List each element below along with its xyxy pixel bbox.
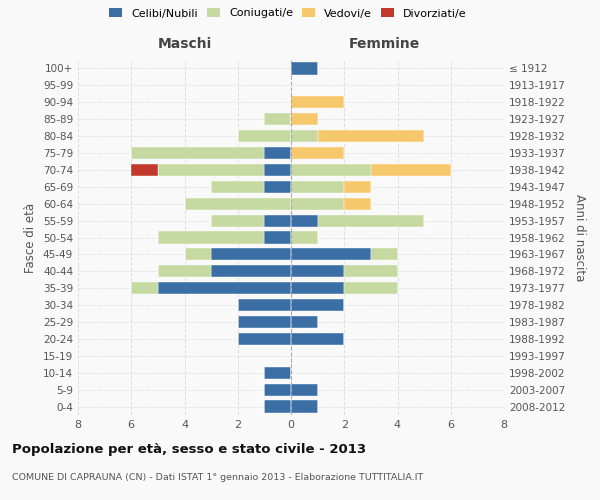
Bar <box>291 384 317 396</box>
Bar <box>238 316 291 328</box>
Bar <box>131 164 158 176</box>
Bar <box>317 214 424 226</box>
Bar <box>291 180 344 193</box>
Bar <box>211 248 291 260</box>
Bar <box>344 265 398 278</box>
Bar <box>344 282 398 294</box>
Bar <box>131 282 158 294</box>
Bar <box>238 299 291 311</box>
Bar <box>291 316 317 328</box>
Bar <box>238 333 291 345</box>
Bar <box>291 198 344 210</box>
Bar <box>158 282 291 294</box>
Bar <box>211 265 291 278</box>
Bar <box>211 214 265 226</box>
Bar <box>265 113 291 126</box>
Text: COMUNE DI CAPRAUNA (CN) - Dati ISTAT 1° gennaio 2013 - Elaborazione TUTTITALIA.I: COMUNE DI CAPRAUNA (CN) - Dati ISTAT 1° … <box>12 472 423 482</box>
Bar <box>371 248 398 260</box>
Bar <box>265 180 291 193</box>
Bar <box>185 198 291 210</box>
Bar <box>371 164 451 176</box>
Bar <box>265 366 291 379</box>
Y-axis label: Fasce di età: Fasce di età <box>25 202 37 272</box>
Bar <box>158 265 211 278</box>
Text: Popolazione per età, sesso e stato civile - 2013: Popolazione per età, sesso e stato civil… <box>12 442 366 456</box>
Bar <box>185 248 211 260</box>
Bar <box>291 113 317 126</box>
Bar <box>291 130 317 142</box>
Bar <box>344 180 371 193</box>
Bar <box>317 130 424 142</box>
Legend: Celibi/Nubili, Coniugati/e, Vedovi/e, Divorziati/e: Celibi/Nubili, Coniugati/e, Vedovi/e, Di… <box>109 8 467 18</box>
Bar <box>291 248 371 260</box>
Bar <box>291 164 371 176</box>
Bar <box>291 147 344 159</box>
Bar <box>291 282 344 294</box>
Bar <box>265 164 291 176</box>
Bar <box>211 180 265 193</box>
Bar <box>265 147 291 159</box>
Bar <box>291 214 317 226</box>
Bar <box>265 232 291 243</box>
Bar <box>265 214 291 226</box>
Bar <box>291 333 344 345</box>
Bar <box>291 265 344 278</box>
Text: Femmine: Femmine <box>349 37 421 51</box>
Bar <box>265 384 291 396</box>
Text: Maschi: Maschi <box>157 37 212 51</box>
Bar <box>131 147 265 159</box>
Bar <box>291 96 344 108</box>
Bar <box>265 400 291 412</box>
Bar <box>238 130 291 142</box>
Y-axis label: Anni di nascita: Anni di nascita <box>574 194 586 281</box>
Bar <box>291 400 317 412</box>
Bar <box>158 232 265 243</box>
Bar <box>291 232 317 243</box>
Bar <box>158 164 265 176</box>
Bar <box>344 198 371 210</box>
Bar <box>291 299 344 311</box>
Bar <box>291 62 317 74</box>
